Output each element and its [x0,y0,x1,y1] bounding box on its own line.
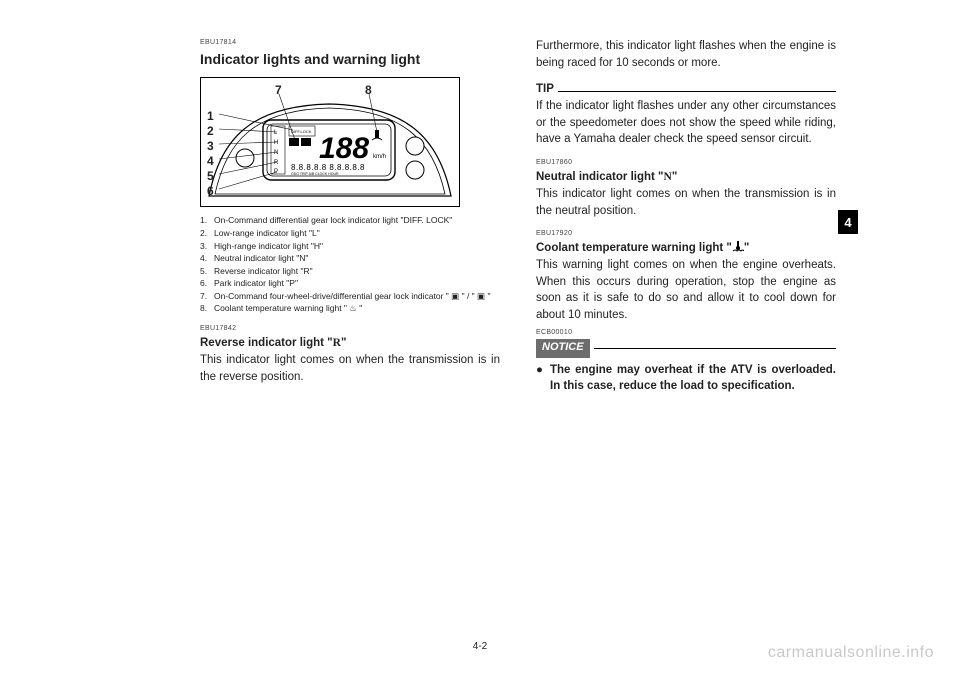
svg-text:ODO TRIP A/B CLOCK HOUR: ODO TRIP A/B CLOCK HOUR [291,172,339,176]
legend-item: 1.On-Command differential gear lock indi… [200,215,500,226]
legend-text: On-Command four-wheel-drive/differential… [214,291,490,302]
subheading-tail: " [672,171,677,183]
page-number: 4-2 [473,641,487,652]
doc-code: ECB00010 [536,328,836,338]
doc-code: EBU17860 [536,158,836,168]
legend-text: High-range indicator light "H" [214,241,323,252]
legend-text: Coolant temperature warning light " ♨ " [214,303,362,314]
tip-label: TIP [536,81,554,98]
notice-row: NOTICE [536,339,836,358]
legend-item: 4.Neutral indicator light "N" [200,253,500,264]
svg-text:N: N [274,150,278,156]
bullet-item: ● The engine may overheat if the ATV is … [536,362,836,395]
paragraph: This indicator light comes on when the t… [200,352,500,385]
svg-text:188: 188 [319,132,369,165]
legend-item: 5.Reverse indicator light "R" [200,266,500,277]
paragraph: This indicator light comes on when the t… [536,186,836,219]
subheading-neutral: Neutral indicator light "N" [536,169,836,186]
instrument-panel-figure: 7 8 1 2 3 4 5 6 [200,77,460,207]
watermark: carmanualsonline.info [768,644,934,662]
legend-item: 6.Park indicator light "P" [200,278,500,289]
left-column: EBU17814 Indicator lights and warning li… [200,38,500,395]
subheading-coolant: Coolant temperature warning light " " [536,240,836,257]
legend-text: Park indicator light "P" [214,278,298,289]
coolant-temp-icon [732,240,744,252]
legend-text: Low-range indicator light "L" [214,228,320,239]
tip-rule [558,91,836,92]
subheading-text: Coolant temperature warning light " [536,242,732,254]
figure-callout-7: 7 [275,82,282,99]
right-column: Furthermore, this indicator light flashe… [536,38,836,395]
tip-body: If the indicator light flashes under any… [536,98,836,148]
figure-callout-8: 8 [365,82,372,99]
notice-bullets: ● The engine may overheat if the ATV is … [536,362,836,395]
chapter-tab: 4 [838,210,858,234]
subheading-text: Reverse indicator light " [200,337,333,349]
manual-page: EBU17814 Indicator lights and warning li… [0,0,960,678]
subheading-tail: " [744,242,749,254]
figure-callout-6: 6 [207,183,214,200]
tip-heading-row: TIP [536,81,836,98]
svg-text:R: R [274,160,279,166]
legend-item: 7.On-Command four-wheel-drive/differenti… [200,291,500,302]
legend-item: 3.High-range indicator light "H" [200,241,500,252]
notice-badge: NOTICE [536,339,590,358]
svg-text:DIFF.LOCK: DIFF.LOCK [291,129,312,134]
bullet-text: The engine may overheat if the ATV is ov… [550,362,836,395]
doc-code: EBU17920 [536,229,836,239]
legend-item: 2.Low-range indicator light "L" [200,228,500,239]
legend-text: Neutral indicator light "N" [214,253,308,264]
section-heading: Indicator lights and warning light [200,49,500,69]
two-column-layout: EBU17814 Indicator lights and warning li… [200,38,840,395]
subheading-reverse: Reverse indicator light "R" [200,335,500,352]
legend-text: Reverse indicator light "R" [214,266,313,277]
notice-rule [594,348,836,349]
legend-text: On-Command differential gear lock indica… [214,215,452,226]
doc-code: EBU17842 [200,324,500,334]
svg-text:8.8.8.8.8 8.8.8.8.8: 8.8.8.8.8 8.8.8.8.8 [291,163,365,172]
neutral-symbol-icon: N [664,171,672,183]
reverse-symbol-icon: R [333,337,341,349]
paragraph: Furthermore, this indicator light flashe… [536,38,836,71]
legend-item: 8.Coolant temperature warning light " ♨ … [200,303,500,314]
bullet-icon: ● [536,362,544,395]
doc-code: EBU17814 [200,38,500,48]
subheading-tail: " [341,337,346,349]
svg-text:km/h: km/h [373,154,386,160]
instrument-panel-svg: L H N R P DIFF.LOCK 188 km/h [201,78,459,206]
subheading-text: Neutral indicator light " [536,171,664,183]
figure-legend: 1.On-Command differential gear lock indi… [200,215,500,314]
paragraph: This warning light comes on when the eng… [536,257,836,324]
svg-text:H: H [274,140,278,146]
